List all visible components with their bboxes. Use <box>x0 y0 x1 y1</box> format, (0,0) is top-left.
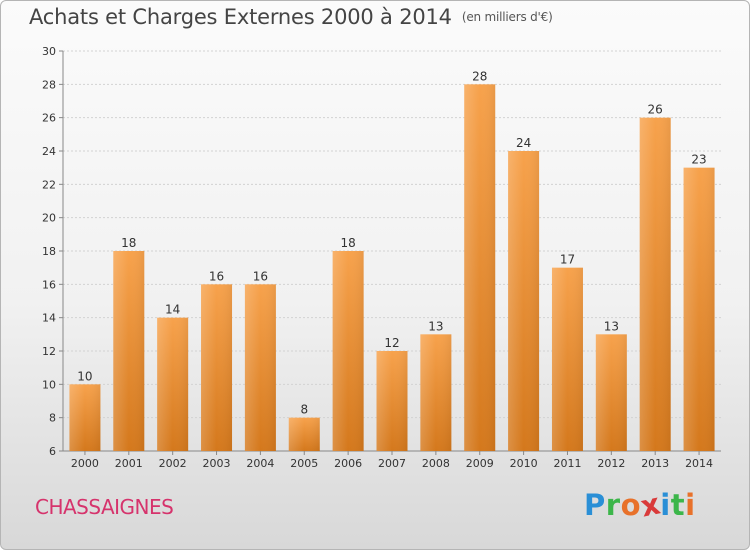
y-tick-label: 26 <box>42 112 56 125</box>
data-label: 26 <box>648 103 663 117</box>
y-tick-label: 18 <box>42 245 56 258</box>
y-tick-label: 10 <box>42 378 56 391</box>
y-tick-label: 28 <box>42 78 56 91</box>
proxiti-logo: Proxiti <box>584 486 696 523</box>
logo-letter: P <box>584 488 606 522</box>
data-label: 16 <box>209 269 224 283</box>
x-tick-label: 2007 <box>378 457 406 470</box>
x-tick-label: 2003 <box>203 457 231 470</box>
data-label: 23 <box>691 153 706 167</box>
data-label: 16 <box>253 269 268 283</box>
data-label: 14 <box>165 303 180 317</box>
y-tick-label: 16 <box>42 278 56 291</box>
bar-shine-2011 <box>551 267 583 451</box>
x-tick-label: 2010 <box>510 457 538 470</box>
bar-shine-2008 <box>420 334 452 451</box>
logo-letter: i <box>660 488 671 522</box>
data-label: 28 <box>472 69 487 83</box>
data-label: 18 <box>121 236 136 250</box>
bar-shine-2009 <box>464 84 496 451</box>
x-tick-label: 2014 <box>685 457 713 470</box>
bar-shine-2003 <box>201 284 233 451</box>
bar-shine-2005 <box>288 417 320 451</box>
data-label: 17 <box>560 253 575 267</box>
x-tick-label: 2006 <box>334 457 362 470</box>
logo-letter: i <box>685 488 696 522</box>
data-labels: 10 18 14 16 16 8 18 12 13 28 24 17 13 26 23 <box>77 69 706 416</box>
data-label: 13 <box>428 319 443 333</box>
bar-shine-2012 <box>595 334 627 451</box>
title-text: Achats et Charges Externes 2000 à 2014 <box>29 5 452 29</box>
bar-shine-2013 <box>639 117 671 452</box>
x-tick-label: 2013 <box>641 457 669 470</box>
logo-letter: r <box>605 488 621 522</box>
title-unit: (en milliers d'€) <box>461 10 553 24</box>
bar-shine-2014 <box>683 167 715 451</box>
x-tick-label: 2012 <box>597 457 625 470</box>
bar-shine-2000 <box>69 384 101 451</box>
x-tick-label: 2011 <box>553 457 581 470</box>
commune-name: CHASSAIGNES <box>35 495 174 519</box>
chart-title: Achats et Charges Externes 2000 à 2014 (e… <box>29 5 553 29</box>
bar-shine-2002 <box>157 317 189 451</box>
x-tick-label: 2001 <box>115 457 143 470</box>
logo-letter: t <box>670 488 686 522</box>
bar-shine-2006 <box>332 251 364 451</box>
y-tick-label: 14 <box>42 312 56 325</box>
y-tick-label: 20 <box>42 212 56 225</box>
y-tick-label: 24 <box>42 145 56 158</box>
bar-shine-2010 <box>508 151 540 451</box>
data-label: 8 <box>300 403 308 417</box>
bar-shine-2007 <box>376 351 408 451</box>
data-label: 12 <box>384 336 399 350</box>
y-tick-label: 12 <box>42 345 56 358</box>
bar-shine-2001 <box>113 251 145 451</box>
bars <box>69 84 715 452</box>
y-tick-label: 6 <box>49 445 56 458</box>
x-tick-label: 2000 <box>71 457 99 470</box>
data-label: 24 <box>516 136 531 150</box>
data-label: 10 <box>77 369 92 383</box>
y-tick-label: 8 <box>49 412 56 425</box>
x-tick-label: 2009 <box>466 457 494 470</box>
bar-shine-2004 <box>244 284 276 451</box>
y-tick-label: 30 <box>42 45 56 58</box>
x-tick-label: 2004 <box>246 457 274 470</box>
data-label: 13 <box>604 319 619 333</box>
x-tick-label: 2005 <box>290 457 318 470</box>
y-tick-label: 22 <box>42 178 56 191</box>
data-label: 18 <box>340 236 355 250</box>
x-tick-label: 2002 <box>159 457 187 470</box>
x-tick-label: 2008 <box>422 457 450 470</box>
logo-letter: o <box>620 488 642 522</box>
